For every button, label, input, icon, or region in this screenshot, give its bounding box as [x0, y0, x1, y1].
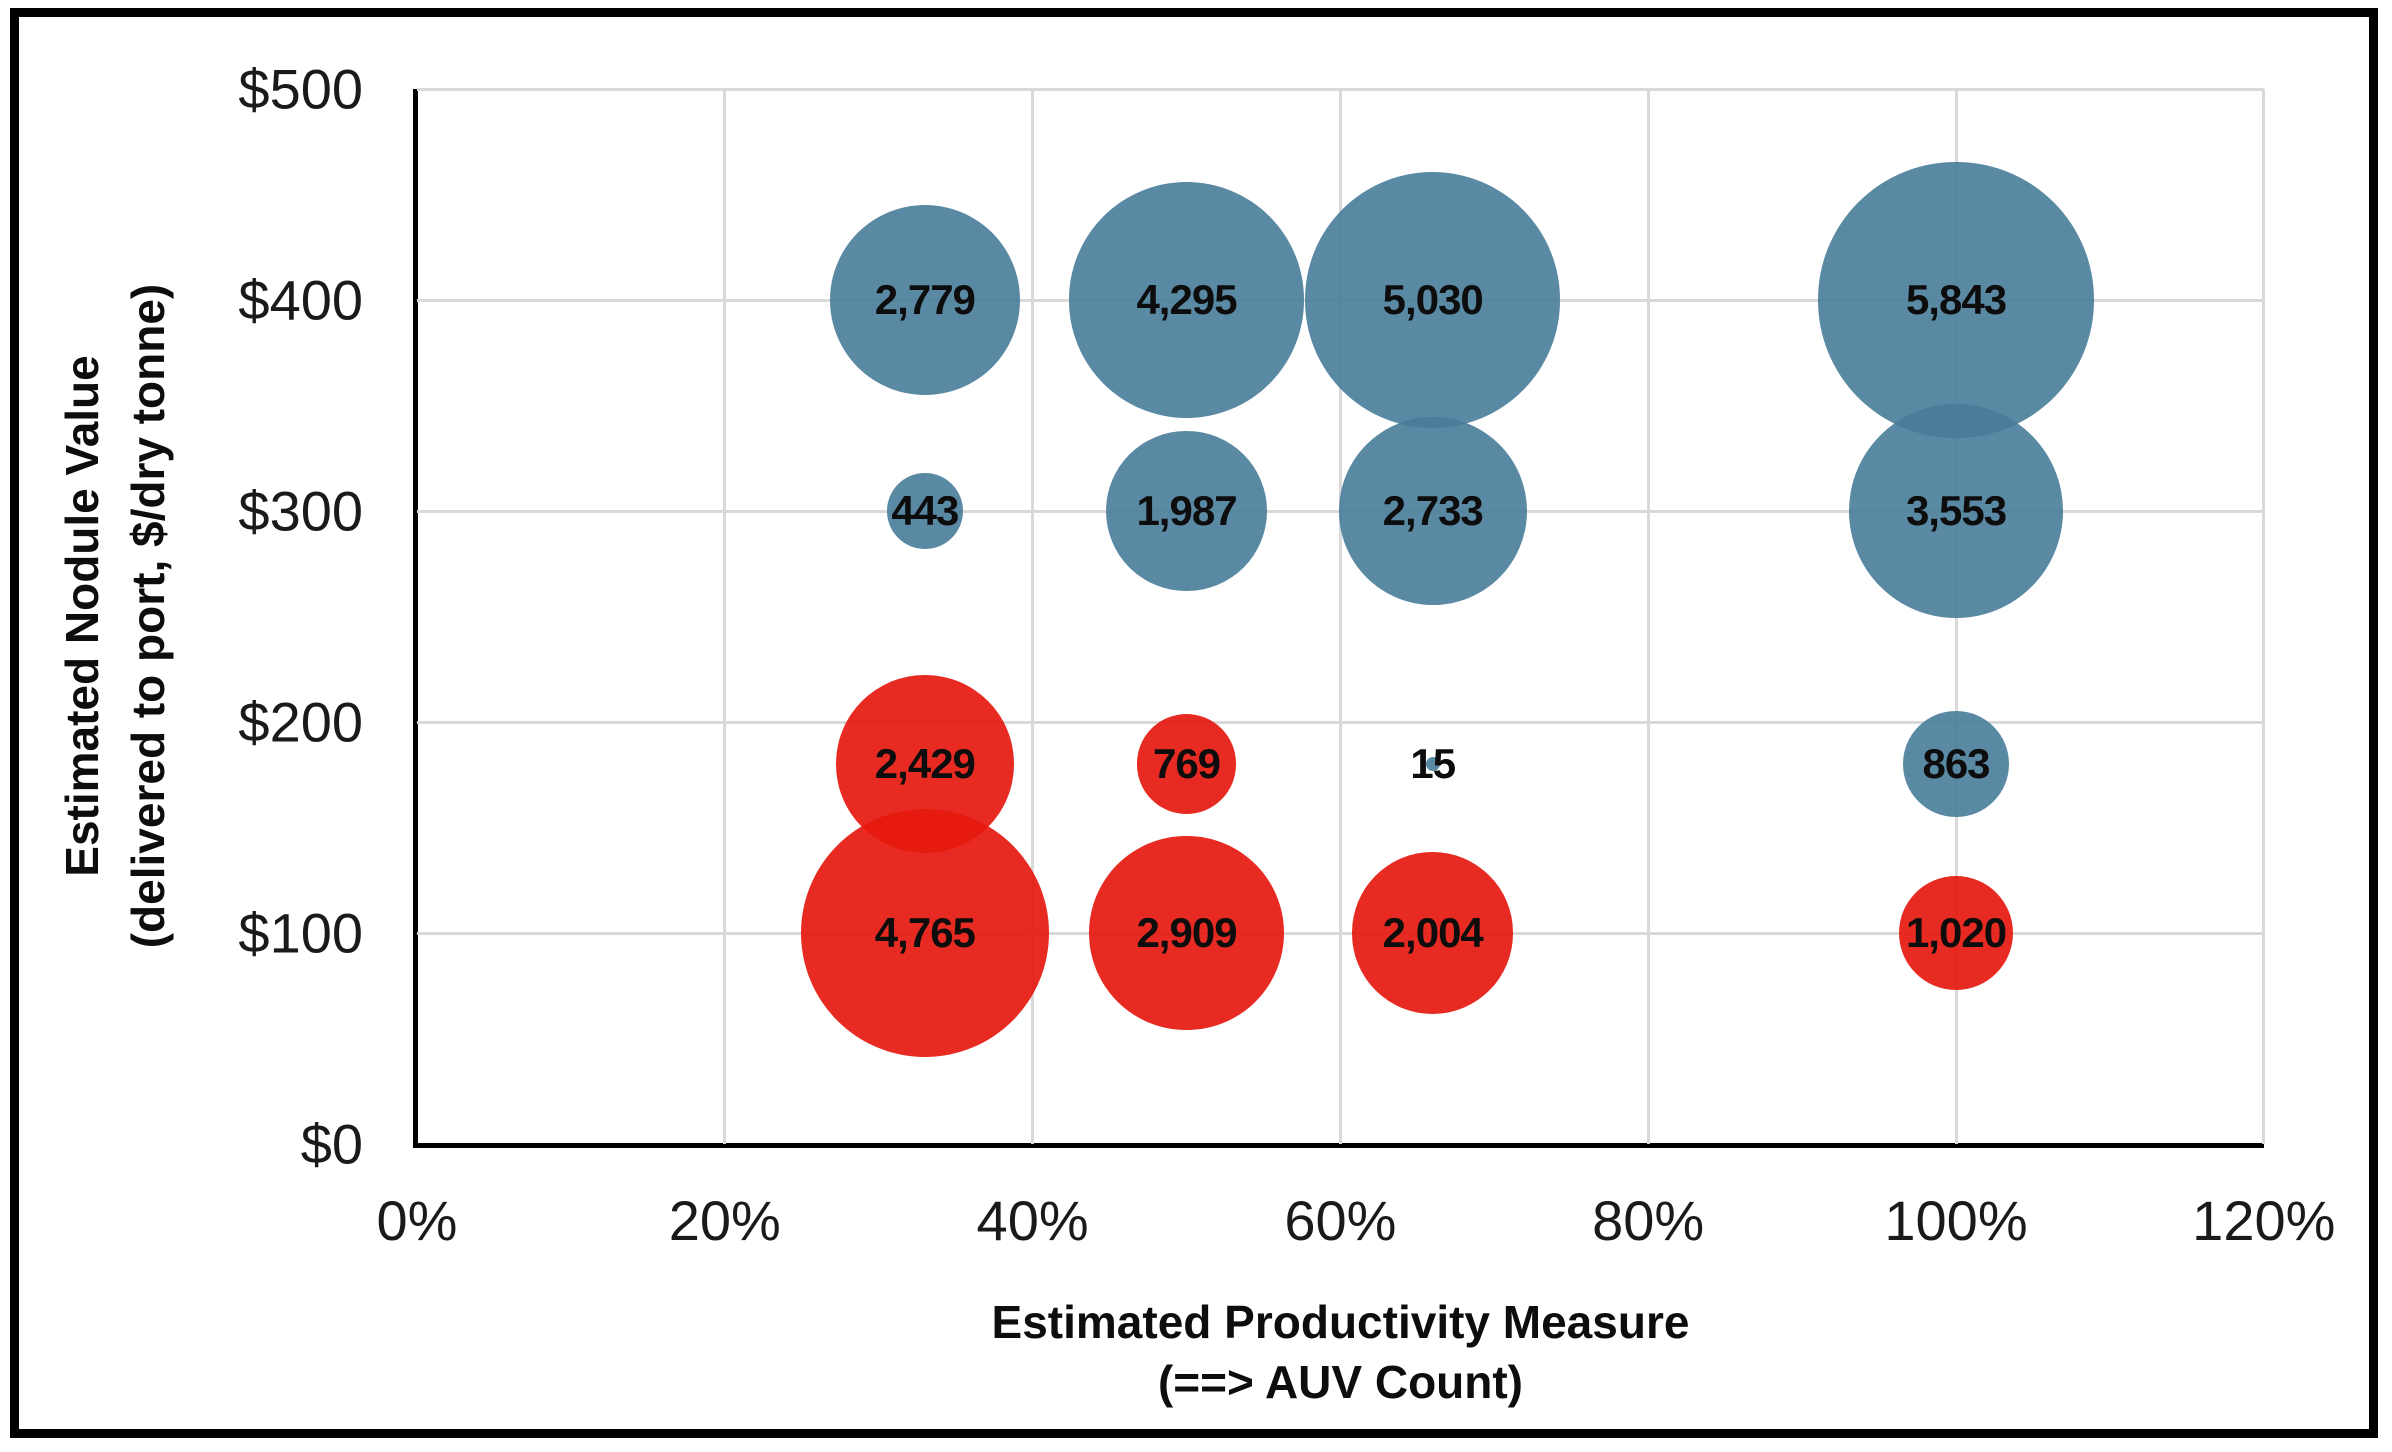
bubble-red-1020: [1898, 875, 2014, 991]
gridline-horizontal-500: [417, 87, 2264, 91]
y-tick-label-100: $100: [238, 901, 363, 965]
bubble-label-2779: 2,779: [874, 276, 976, 323]
bubble-blue-863: [1903, 711, 2009, 818]
gridline-vertical-40: [1031, 89, 1035, 1144]
bubble-label-443: 443: [891, 487, 959, 534]
chart-border: [10, 8, 2378, 1438]
bubble-blue-2733: [1338, 416, 1527, 606]
bubble-label-2909: 2,909: [1136, 909, 1237, 956]
bubble-label-2429: 2,429: [874, 740, 976, 788]
x-tick-label-0: 0%: [376, 1189, 458, 1252]
bubble-label-3553: 3,553: [1905, 487, 2007, 534]
bubble-red-2004: [1352, 852, 1514, 1014]
y-axis-title-line1: Estimated Nodule Value: [56, 355, 108, 877]
bubble-blue-5843: [1818, 162, 2094, 438]
bubble-label-5843: 5,843: [1905, 276, 2007, 323]
x-tick-label-60: 60%: [1284, 1189, 1397, 1252]
gridline-vertical-80: [1646, 89, 1650, 1144]
gridline-horizontal-100: [417, 931, 2264, 935]
bubble-blue-443: [886, 473, 963, 549]
bubble-blue-5030: [1305, 172, 1561, 428]
bubble-blue-1987: [1106, 430, 1267, 592]
y-tick-label-400: $400: [238, 268, 363, 332]
y-tick-label-300: $300: [238, 479, 363, 543]
gridline-horizontal-200: [417, 720, 2264, 724]
gridline-vertical-60: [1338, 89, 1342, 1144]
bubble-label-769: 769: [1152, 740, 1221, 788]
y-axis-title-line2: (delivered to port, $/dry tonne): [122, 283, 174, 949]
bubble-red-4765: [800, 808, 1050, 1058]
x-tick-label-20: 20%: [668, 1189, 781, 1252]
y-axis-line: [413, 89, 418, 1148]
bubble-blue-3553: [1848, 403, 2064, 619]
bubble-label-5030: 5,030: [1382, 276, 1484, 323]
y-tick-label-500: $500: [238, 57, 363, 121]
bubble-label-1987: 1,987: [1136, 487, 1237, 534]
x-tick-label-100: 100%: [1884, 1189, 2028, 1252]
x-axis-line: [413, 1143, 2264, 1148]
x-tick-label-80: 80%: [1592, 1189, 1705, 1252]
y-tick-label-0: $0: [300, 1112, 363, 1176]
bubble-label-1020: 1,020: [1905, 909, 2007, 956]
bubble-blue-2779: [829, 205, 1020, 395]
gridline-vertical-20: [723, 89, 727, 1144]
bubble-blue-15: [1425, 757, 1440, 772]
gridline-vertical-120: [2262, 89, 2266, 1144]
x-axis-title: Estimated Productivity Measure (==> AUV …: [417, 1292, 2264, 1412]
x-tick-label-120: 120%: [2192, 1189, 2336, 1252]
plot-area: 2,779 4,295 5,030 5,843 443 1,987 2,733 3,553 15…: [413, 87, 2266, 1148]
bubble-label-4765: 4,765: [874, 909, 976, 956]
y-tick-label-200: $200: [238, 690, 363, 754]
bubble-label-2004: 2,004: [1382, 909, 1484, 956]
bubble-label-863: 863: [1922, 740, 1990, 788]
bubble-label-4295: 4,295: [1136, 276, 1237, 323]
bubble-label-15: 15: [1410, 740, 1456, 788]
bubble-label-2733: 2,733: [1382, 487, 1484, 534]
bubble-blue-4295: [1068, 182, 1305, 418]
x-tick-label-40: 40%: [976, 1189, 1089, 1252]
x-axis-title-line2: (==> AUV Count): [1157, 1356, 1524, 1408]
x-axis-title-line1: Estimated Productivity Measure: [991, 1296, 1690, 1348]
bubble-red-2909: [1089, 835, 1284, 1031]
bubble-red-769: [1136, 714, 1237, 815]
